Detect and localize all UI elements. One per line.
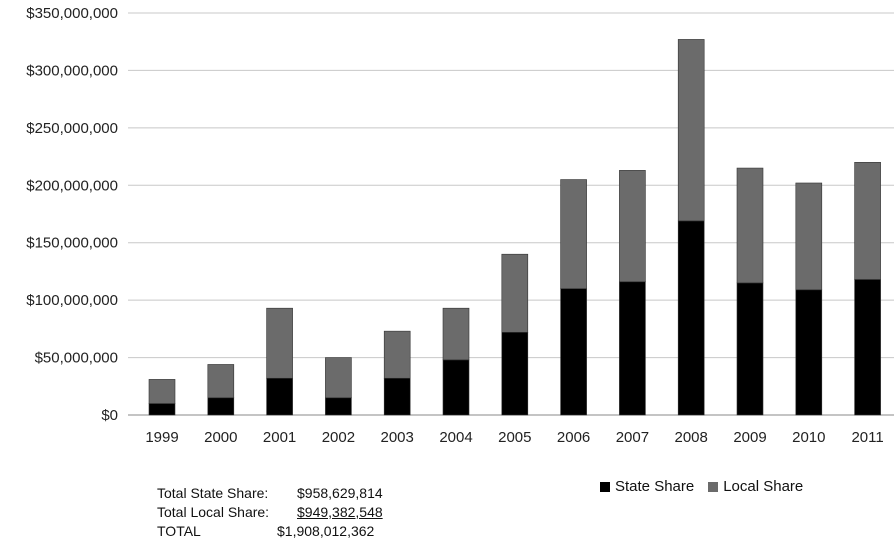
total-state-label: Total State Share: — [157, 485, 269, 501]
bar-local-2010 — [795, 182, 823, 291]
totals-summary: Total State Share: $958,629,814 Total Lo… — [157, 484, 383, 541]
total-local-row: Total Local Share: $949,382,548 — [157, 503, 383, 522]
x-tick-label: 2005 — [498, 429, 531, 446]
total-local-value: $949,382,548 — [297, 504, 383, 520]
y-tick-label: $100,000,000 — [26, 292, 118, 309]
bar-local-2001 — [266, 307, 293, 379]
y-tick-label: $250,000,000 — [26, 120, 118, 137]
total-value: $1,908,012,362 — [277, 523, 375, 539]
bar-state-2004 — [442, 359, 470, 416]
bar-local-2011 — [854, 162, 881, 280]
total-state-value: $958,629,814 — [297, 485, 383, 501]
total-label: TOTAL — [157, 523, 201, 539]
bar-state-2000 — [207, 397, 235, 416]
x-tick-label: 2011 — [851, 429, 883, 446]
bar-state-2011 — [854, 279, 881, 416]
y-tick-label: $350,000,000 — [26, 5, 118, 22]
x-tick-label: 1999 — [145, 429, 178, 446]
x-tick-label: 2010 — [792, 429, 825, 446]
bar-state-2002 — [325, 397, 352, 416]
bar-state-2001 — [266, 377, 293, 416]
total-state-row: Total State Share: $958,629,814 — [157, 484, 383, 503]
bar-state-2006 — [560, 288, 587, 416]
y-tick-label: $200,000,000 — [26, 177, 118, 194]
x-tick-label: 2000 — [204, 429, 237, 446]
bar-local-2008 — [677, 39, 705, 222]
y-axis-ticks: $0 $50,000,000 $100,000,000 $150,000,000 $20… — [26, 5, 118, 424]
bar-local-2006 — [560, 179, 587, 289]
bar-state-2009 — [736, 282, 764, 416]
bar-local-2004 — [442, 307, 470, 361]
legend-item-local: Local Share — [708, 478, 803, 495]
legend-swatch-state — [600, 481, 610, 492]
x-axis-ticks: 1999 2000 2001 2002 2003 2004 2005 2006 2007 2008… — [145, 429, 883, 446]
bar-state-2007 — [619, 281, 646, 416]
legend-label-local: Local Share — [723, 478, 804, 495]
bar-local-2002 — [325, 357, 352, 399]
bar-local-2009 — [736, 167, 764, 284]
x-tick-label: 2004 — [439, 429, 472, 446]
y-tick-label: $50,000,000 — [35, 350, 118, 367]
x-tick-label: 2003 — [381, 429, 414, 446]
bar-local-2005 — [501, 253, 529, 333]
stacked-bar-chart: $0 $50,000,000 $100,000,000 $150,000,000 $20… — [26, 5, 894, 446]
bar-local-1999 — [148, 379, 176, 404]
bar-local-2007 — [619, 170, 646, 283]
y-tick-label: $150,000,000 — [26, 235, 118, 252]
bar-state-2005 — [501, 332, 529, 416]
bar-state-2010 — [795, 289, 823, 416]
bar-state-2003 — [383, 377, 411, 416]
total-local-label: Total Local Share: — [157, 504, 270, 520]
bar-local-2000 — [207, 364, 235, 399]
x-tick-label: 2001 — [263, 429, 296, 446]
legend-swatch-local — [708, 481, 719, 492]
legend-item-state: State Share — [600, 478, 694, 495]
x-tick-label: 2009 — [733, 429, 766, 446]
x-tick-label: 2008 — [675, 429, 708, 446]
legend: State Share Local Share — [600, 478, 803, 495]
total-row: TOTAL $1,908,012,362 — [157, 522, 383, 541]
y-tick-label: $300,000,000 — [26, 62, 118, 79]
bars — [148, 39, 881, 416]
y-tick-label: $0 — [101, 407, 118, 424]
x-tick-label: 2002 — [322, 429, 355, 446]
x-tick-label: 2006 — [557, 429, 590, 446]
bar-local-2003 — [383, 330, 411, 379]
legend-label-state: State Share — [615, 478, 695, 495]
bar-state-1999 — [148, 403, 176, 416]
x-tick-label: 2007 — [616, 429, 649, 446]
bar-state-2008 — [677, 220, 705, 416]
